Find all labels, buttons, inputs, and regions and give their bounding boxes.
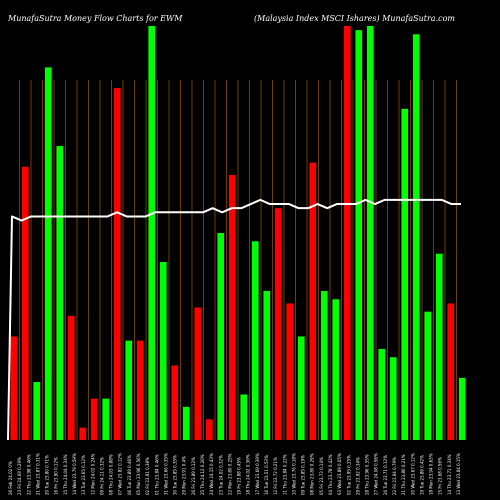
- x-tick-label: 01 Thu 23.84 0.46%: [154, 454, 159, 495]
- x-tick-label: 21 Thu 23.80 0.21%: [401, 454, 406, 495]
- x-tick-label: 02 Tue 23.95 0.25%: [346, 455, 351, 495]
- x-tick-label: 29 Mon 23.91 0.4%: [182, 456, 187, 495]
- chart-title-left: MunafaSutra Money Flow Charts for EWM: [7, 14, 183, 23]
- bar-down: [274, 208, 282, 440]
- x-tick-label: 05 Fri 23.73 0.14%: [319, 457, 324, 495]
- x-tick-label: 02 Fri 23.91 0.38%: [145, 457, 150, 495]
- x-tick-labels: 26 Feb 24.02 0% 23 Fri 24.09 0.29% 22 Thu …: [8, 453, 461, 495]
- x-tick-label: 06 Tue 23.89 0.46%: [127, 455, 132, 495]
- x-tick-label: 16 Fri 23.90 0.12%: [54, 457, 59, 495]
- bar-down: [10, 336, 18, 440]
- x-tick-label: 14 Wed 23.79 0.59%: [72, 453, 77, 495]
- bar-up: [401, 108, 409, 441]
- bar-up: [56, 146, 64, 440]
- bar-up: [320, 290, 328, 440]
- bar-up: [44, 67, 52, 441]
- x-tick-label: 26 Fri 23.89 0.12%: [191, 457, 196, 495]
- bar-up: [412, 34, 420, 440]
- x-tick-label: 25 Thu 24.12 0.26%: [200, 454, 205, 495]
- x-tick-label: 19 Fri 23.88 0.45%: [237, 457, 242, 495]
- bar-up: [240, 394, 248, 440]
- bar-down: [113, 88, 121, 440]
- x-tick-label: 22 Thu 23.98 0.46%: [26, 454, 31, 495]
- x-tick-label: 09 Fri 24.11 0.32%: [99, 457, 104, 495]
- x-tick-label: 21 Wed 23.87 0.31%: [35, 453, 40, 495]
- x-tick-label: 11 Thu 23.84 0.22%: [282, 454, 287, 495]
- x-tick-label: 27 Wed 24.08 0.56%: [374, 453, 379, 495]
- money-flow-line: [7, 198, 461, 441]
- bar-down: [21, 166, 29, 440]
- bar-up: [125, 340, 133, 440]
- bar-down: [136, 340, 144, 440]
- x-tick-label: 05 Mon 23.96 0.56%: [136, 453, 141, 495]
- flow-line: [7, 198, 461, 441]
- x-tick-label: 19 Tue 23.86 0.42%: [419, 455, 424, 495]
- x-tick-label: 23 Fri 24.09 0.29%: [17, 457, 22, 495]
- x-tick-label: 03 Wed 23.89 0.05%: [337, 453, 342, 495]
- bar-down: [447, 303, 455, 440]
- bar-up: [389, 357, 397, 440]
- x-tick-label: 15 Fri 23.68 0.56%: [438, 457, 443, 495]
- bar-down: [171, 365, 179, 440]
- bar-up: [366, 26, 374, 440]
- chart-title-right: (Malaysia Index MSCI Ishares) MunafaSutr…: [254, 14, 455, 23]
- x-tick-label: 08 Mon 23.80 0.29%: [310, 453, 315, 495]
- bar-down: [286, 303, 294, 440]
- grid-lines: [19, 80, 457, 440]
- x-tick-label: 30 Tue 23.85 0.35%: [173, 455, 178, 495]
- bar-up: [297, 336, 305, 440]
- bar-up: [378, 348, 386, 440]
- bar-up: [458, 377, 466, 440]
- bar-up: [332, 299, 340, 440]
- bar-down: [343, 26, 351, 440]
- bar-up: [159, 261, 167, 440]
- x-tick-label: 09 Tue 23.85 0.19%: [301, 455, 306, 495]
- bars: [10, 26, 466, 441]
- bar-up: [355, 30, 363, 440]
- x-tick-label: 07 Wed 23.82 0.12%: [118, 453, 123, 495]
- bar-down: [228, 175, 236, 441]
- bar-up: [148, 26, 156, 440]
- bar-down: [67, 315, 75, 440]
- bar-down: [194, 307, 202, 440]
- x-tick-label: 10 Wed 23.76 0.18%: [291, 453, 296, 495]
- x-tick-label: 04 Thu 23.78 0.42%: [328, 454, 333, 495]
- bar-up: [251, 241, 259, 440]
- x-tick-label: 23 Tue 24.02 0.32%: [218, 455, 223, 495]
- bar-down: [90, 398, 98, 440]
- bar-up: [182, 406, 190, 440]
- x-tick-label: 12 Fri 23.72 0.21%: [273, 457, 278, 495]
- x-tick-label: 13 Tue 23.65 0.12%: [81, 455, 86, 495]
- x-tick-label: 28 Thu 23.96 0.35%: [365, 454, 370, 495]
- x-tick-label: 16 Tue 23.51 0.53%: [264, 455, 269, 495]
- x-tick-label: 15 Thu 24.04 0.34%: [63, 454, 68, 495]
- x-tick-label: 20 Wed 23.67 0.12%: [410, 453, 415, 495]
- x-tick-label: 24 Wed 24.15 0.43%: [209, 453, 214, 495]
- x-tick-label: 26 Tue 23.71 0.12%: [383, 455, 388, 495]
- x-tick-label: 20 Tue 23.80 0.71%: [45, 455, 50, 495]
- x-tick-label: 22 Fri 23.94 0.79%: [392, 457, 397, 495]
- bar-up: [217, 233, 225, 440]
- bar-down: [205, 419, 213, 440]
- x-tick-label: 26 Feb 24.02 0%: [8, 461, 13, 495]
- x-tick-label: 08 Thu 24.03 0.88%: [109, 454, 114, 495]
- bar-up: [102, 398, 110, 440]
- bar-up: [33, 382, 41, 440]
- x-tick-label: 18 Thu 24.02 0.36%: [246, 454, 251, 495]
- x-tick-label: 18 Mon 23.94 0.63%: [429, 453, 434, 495]
- x-tick-label: 31 Wed 23.66 0.35%: [163, 453, 168, 495]
- x-tick-label: 13 Wed 23.84 0.15%: [456, 453, 461, 495]
- x-tick-label: 17 Wed 23.69 0.39%: [255, 453, 260, 495]
- x-tick-label: 12 Mon 24.02 0.24%: [90, 453, 95, 495]
- bar-up: [424, 311, 432, 440]
- bar-down: [309, 162, 317, 440]
- x-tick-label: 22 Mon 23.80 0.25%: [227, 453, 232, 495]
- x-tick-label: 14 Thu 23.71 0.34%: [447, 454, 452, 495]
- bar-up: [435, 253, 443, 440]
- bar-up: [263, 290, 271, 440]
- x-tick-label: 29 Fri 23.92 0.34%: [355, 457, 360, 495]
- bar-down: [79, 427, 87, 440]
